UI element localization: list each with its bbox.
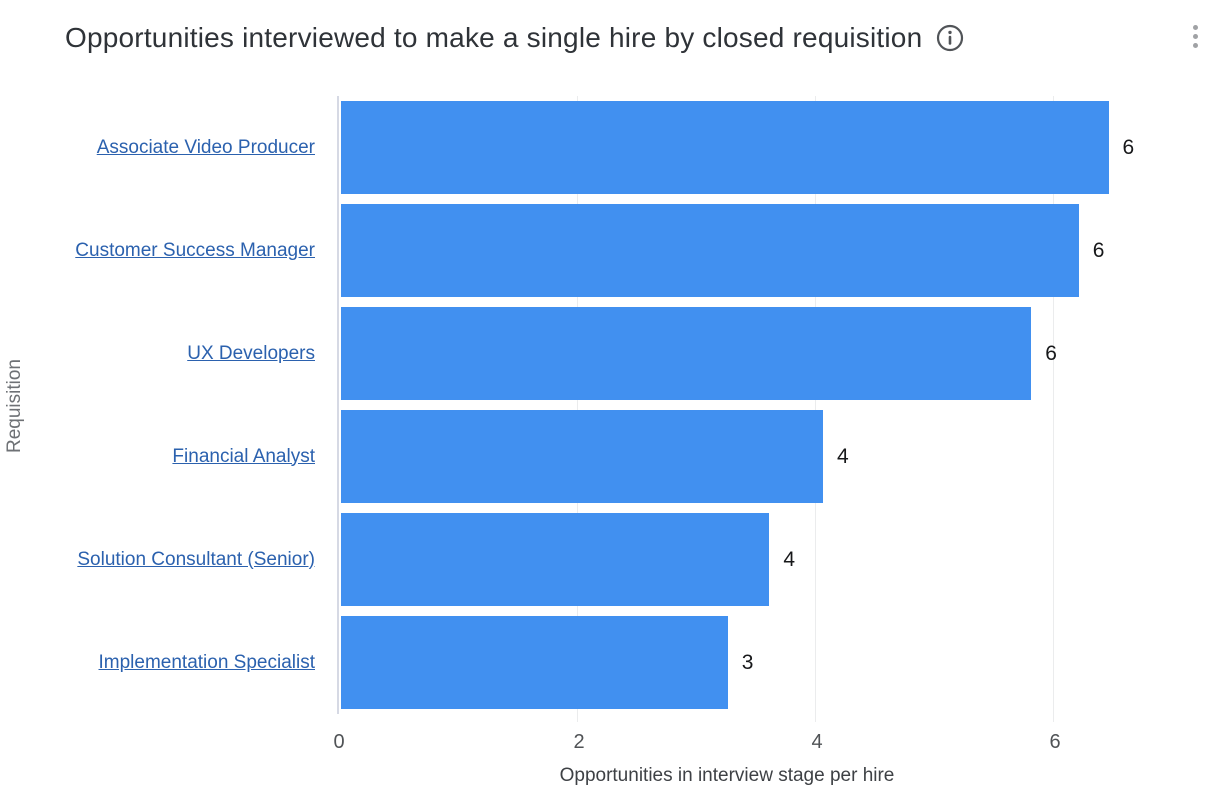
bar-value-label: 6 (1122, 135, 1135, 159)
category-row: Financial Analyst (0, 405, 315, 508)
kebab-dot (1192, 33, 1198, 39)
requisition-link[interactable]: Solution Consultant (Senior) (77, 548, 315, 570)
bar-value-label: 4 (783, 547, 796, 571)
gridline (815, 96, 816, 722)
kebab-menu-icon[interactable] (1186, 18, 1204, 54)
x-tick-label: 4 (811, 731, 823, 753)
bar-row: 4 (341, 405, 1221, 508)
bar-row: 4 (341, 508, 1221, 611)
category-row: Solution Consultant (Senior) (0, 508, 315, 611)
bar-value-label: 4 (836, 444, 849, 468)
bar-row: 3 (341, 611, 1221, 714)
info-icon[interactable] (936, 24, 964, 52)
bar[interactable] (341, 616, 728, 709)
kebab-dot (1192, 24, 1198, 30)
bar-value-label: 6 (1045, 341, 1057, 365)
plot-area: 6 6 6 4 4 3 (337, 96, 1221, 722)
bar-value-label: 6 (1092, 238, 1105, 262)
requisition-link[interactable]: Financial Analyst (172, 445, 315, 467)
category-row: UX Developers (0, 302, 315, 405)
requisition-link[interactable]: UX Developers (187, 342, 315, 364)
x-tick-label: 6 (1049, 731, 1061, 753)
bar[interactable] (341, 204, 1079, 297)
bar[interactable] (341, 307, 1032, 400)
requisition-link[interactable]: Associate Video Producer (96, 136, 315, 158)
bar-row: 6 (341, 96, 1221, 199)
requisition-link[interactable]: Implementation Specialist (98, 651, 316, 673)
x-axis-title: Opportunities in interview stage per hir… (559, 765, 895, 786)
category-row: Associate Video Producer (0, 96, 315, 199)
category-row: Implementation Specialist (0, 611, 316, 714)
bar-row: 6 (341, 199, 1221, 302)
bar-row: 6 (341, 302, 1221, 405)
x-tick-label: 2 (573, 731, 585, 753)
category-row: Customer Success Manager (0, 199, 315, 302)
kebab-dot (1192, 42, 1198, 48)
report-header: Opportunities interviewed to make a sing… (65, 22, 964, 54)
gridline (1053, 96, 1054, 722)
page-title: Opportunities interviewed to make a sing… (65, 22, 923, 53)
x-axis: 0 2 4 6 (0, 731, 1230, 757)
bar[interactable] (341, 410, 823, 503)
bar[interactable] (341, 513, 770, 606)
category-axis: Associate Video Producer Customer Succes… (0, 96, 315, 714)
x-tick-label: 0 (333, 731, 345, 753)
gridline (577, 96, 578, 722)
bar[interactable] (341, 101, 1109, 194)
requisition-link[interactable]: Customer Success Manager (75, 239, 315, 261)
bar-value-label: 3 (741, 650, 754, 674)
